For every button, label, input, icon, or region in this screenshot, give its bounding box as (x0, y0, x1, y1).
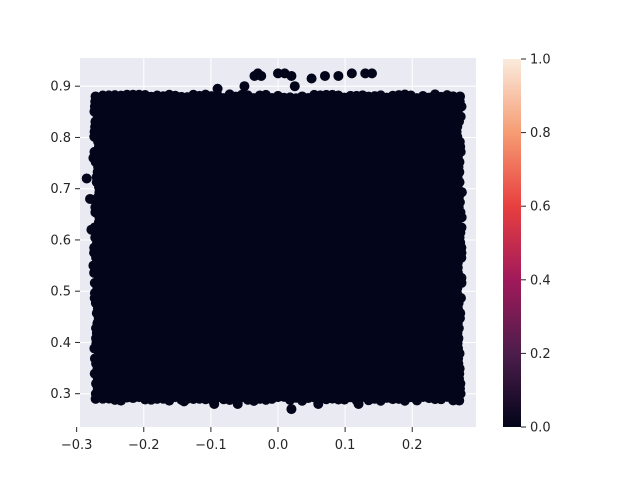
y-tick-label: 0.7 (50, 182, 71, 197)
data-point (393, 393, 404, 404)
data-points (81, 68, 467, 415)
data-point (333, 70, 344, 81)
x-tick-label: 0.2 (402, 438, 423, 453)
data-point (319, 70, 330, 81)
y-tick-label: 0.8 (50, 131, 71, 146)
y-tick-label: 0.9 (50, 80, 71, 95)
y-axis: 0.3 0.4 0.5 0.6 0.7 0.8 0.9 (50, 80, 80, 402)
data-point (289, 81, 300, 92)
colorbar (503, 59, 521, 427)
data-point (454, 395, 465, 406)
data-point (286, 70, 297, 81)
data-point (239, 81, 250, 92)
data-point (353, 398, 364, 409)
data-point (286, 404, 297, 415)
data-point (212, 83, 223, 94)
colorbar-tick-label: 0.6 (530, 200, 551, 215)
x-tick-label: −0.2 (128, 438, 160, 453)
data-point (90, 91, 101, 102)
y-tick-label: 0.6 (50, 233, 71, 248)
x-tick-label: −0.3 (61, 438, 93, 453)
colorbar-tick-label: 0.2 (530, 347, 551, 362)
data-point (313, 398, 324, 409)
y-tick-label: 0.3 (50, 387, 71, 402)
y-tick-label: 0.5 (50, 285, 71, 300)
data-point (232, 398, 243, 409)
data-point (179, 396, 190, 407)
data-point (366, 68, 377, 79)
colorbar-tick-label: 0.4 (530, 273, 551, 288)
x-tick-label: −0.1 (195, 438, 227, 453)
x-tick-label: 0.1 (335, 438, 356, 453)
colorbar-axis: 0.0 0.2 0.4 0.6 0.8 1.0 (521, 53, 551, 436)
data-point (209, 398, 220, 409)
data-point (256, 70, 267, 81)
x-tick-label: 0.0 (268, 438, 289, 453)
data-point (88, 152, 99, 163)
data-point (346, 68, 357, 79)
colorbar-tick-label: 0.0 (530, 421, 551, 436)
colorbar-tick-label: 0.8 (530, 126, 551, 141)
data-point (85, 193, 96, 204)
data-point (88, 260, 99, 271)
data-point (86, 224, 97, 235)
data-point (455, 91, 466, 102)
colorbar-tick-label: 1.0 (530, 53, 551, 68)
y-tick-label: 0.4 (50, 336, 71, 351)
x-axis: −0.3 −0.2 −0.1 0.0 0.1 0.2 (61, 427, 423, 453)
data-point (306, 73, 317, 84)
dense-point-cloud (96, 96, 460, 399)
data-point (81, 173, 92, 184)
data-point (152, 393, 163, 404)
